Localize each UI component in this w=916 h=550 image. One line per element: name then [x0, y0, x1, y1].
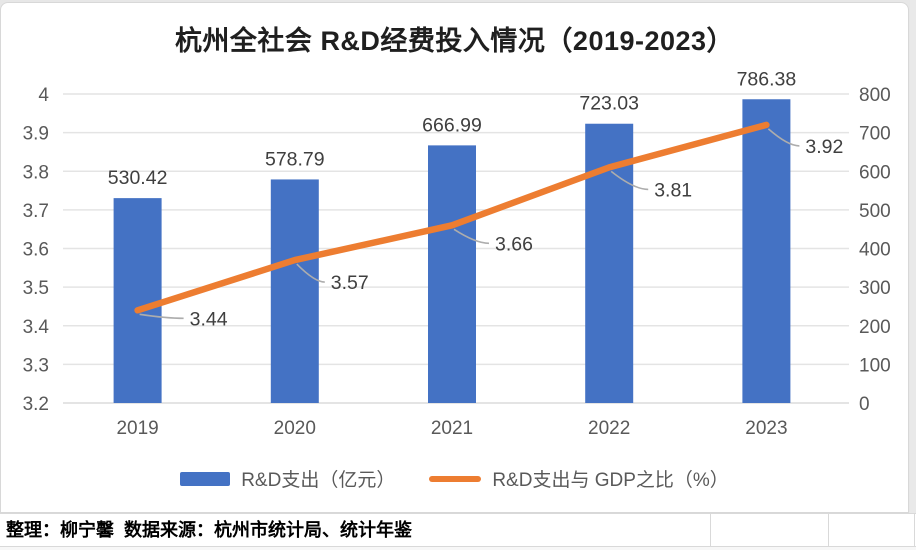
sheet-cell-border — [710, 513, 711, 547]
right-axis-tick-label: 200 — [859, 317, 891, 338]
left-axis-tick-label: 3.7 — [23, 201, 49, 222]
line-value-label: 3.66 — [495, 233, 533, 255]
bar-series-swatch-icon — [180, 471, 231, 486]
x-axis-category-label: 2022 — [588, 418, 630, 439]
bar-2021 — [428, 145, 476, 403]
left-axis-tick-label: 3.8 — [23, 162, 49, 183]
line-value-label: 3.92 — [805, 136, 843, 158]
gdp-ratio-line — [134, 121, 770, 314]
right-axis-tick-label: 700 — [859, 124, 891, 145]
bar-value-label: 666.99 — [422, 114, 482, 136]
bar-2019 — [113, 198, 162, 403]
bar-value-label: 530.42 — [108, 167, 168, 189]
left-axis-tick-label: 3.5 — [23, 278, 49, 299]
sheet-footer-row[interactable]: 整理：柳宁馨 数据来源：杭州市统计局、统计年鉴 — [0, 513, 916, 547]
legend-label-line: R&D支出与 GDP之比（%） — [492, 470, 729, 491]
left-axis-tick-label: 3.4 — [23, 317, 50, 338]
chart-card: 4 800 3.9 700 3.8 600 3.7 500 3.6 400 3.5 300 3.4 200… — [0, 2, 909, 513]
footer-source-text: 整理：柳宁馨 数据来源：杭州市统计局、统计年鉴 — [6, 520, 412, 540]
data-label-leader-line — [139, 313, 184, 320]
sheet-cell-border — [914, 513, 915, 547]
x-axis-category-label: 2019 — [116, 418, 158, 439]
sheet-cell-border — [828, 513, 829, 547]
bar-2020 — [270, 179, 319, 403]
left-axis-tick-label: 4 — [38, 85, 49, 106]
data-label-leader-line — [296, 263, 325, 283]
left-axis-tick-label: 3.6 — [23, 240, 49, 261]
x-axis-category-label: 2023 — [745, 418, 787, 439]
x-axis-category-label: 2021 — [431, 418, 473, 439]
data-label-leader-line — [453, 228, 490, 245]
legend-item-line-series[interactable]: R&D支出与 GDP之比（%） — [429, 465, 729, 492]
right-axis-tick-label: 800 — [859, 85, 891, 106]
bar-2023 — [742, 99, 791, 403]
line-value-label: 3.57 — [331, 272, 369, 294]
bar-value-label: 723.03 — [579, 93, 639, 115]
right-axis-tick-label: 300 — [859, 278, 891, 299]
right-axis-tick-label: 400 — [859, 240, 891, 261]
right-axis-tick-label: 0 — [859, 394, 870, 415]
chart-title: 杭州全社会 R&D经费投入情况（2019-2023） — [174, 26, 735, 56]
chart-plot-canvas: 4 800 3.9 700 3.8 600 3.7 500 3.6 400 3.5 300 3.4 200… — [23, 68, 891, 439]
right-axis-tick-label: 500 — [859, 201, 891, 222]
line-series-swatch-icon — [429, 475, 482, 482]
data-label-leader-line — [610, 170, 649, 191]
chart-legend: R&D支出（亿元） R&D支出与 GDP之比（%） — [1, 465, 908, 492]
legend-label-bar: R&D支出（亿元） — [241, 470, 396, 491]
left-axis-tick-label: 3.3 — [23, 355, 49, 376]
right-axis-tick-label: 100 — [859, 355, 891, 376]
line-value-label: 3.81 — [654, 179, 692, 201]
legend-item-bar-series[interactable]: R&D支出（亿元） — [180, 465, 395, 492]
sheet-below-strip — [0, 547, 916, 550]
x-axis-category-label: 2020 — [274, 418, 316, 439]
line-value-label: 3.44 — [190, 308, 228, 330]
bar-value-label: 578.79 — [265, 148, 325, 170]
left-axis-tick-label: 3.2 — [23, 394, 49, 415]
data-label-leader-line — [767, 128, 800, 147]
left-axis-tick-label: 3.9 — [23, 124, 49, 145]
bar-value-label: 786.38 — [737, 68, 797, 90]
sheet-background-strip — [910, 0, 916, 513]
right-axis-tick-label: 600 — [859, 162, 891, 183]
